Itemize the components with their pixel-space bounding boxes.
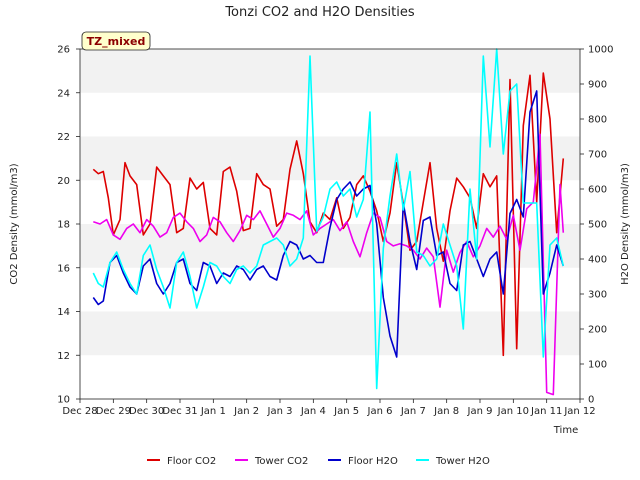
y-right-tick-label: 900	[588, 80, 607, 91]
y-left-tick-label: 14	[57, 307, 70, 318]
series-line-floor-co2	[92, 72, 565, 357]
x-tick-label: Jan 7	[400, 406, 426, 417]
y-right-tick-label: 300	[588, 290, 607, 301]
grid-band	[80, 136, 580, 181]
y-right-tick-label: 400	[588, 255, 607, 266]
y-left-tick-label: 10	[57, 395, 70, 406]
y-axis-left: 10 12 14 16 18 20 22 24 26	[57, 45, 80, 406]
legend: Floor CO2 Tower CO2 Floor H2O Tower H2O	[147, 456, 490, 467]
x-tick-label: Jan 5	[333, 406, 359, 417]
x-tick-label: Jan 11	[530, 406, 562, 417]
annotation-box: TZ_mixed	[81, 31, 151, 51]
x-tick-label: Jan 12	[563, 406, 595, 417]
x-axis-label: Time	[553, 425, 578, 436]
grid-bands	[80, 49, 580, 399]
y-right-tick-label: 700	[588, 150, 607, 161]
x-tick-label: Jan 2	[233, 406, 259, 417]
y-right-tick-label: 100	[588, 360, 607, 371]
y-right-tick-label: 0	[588, 395, 594, 406]
chart-title: Tonzi CO2 and H2O Densities	[224, 5, 415, 20]
legend-label: Tower H2O	[435, 456, 490, 467]
series-line-floor-h2o	[92, 90, 565, 358]
annotation-label: TZ_mixed	[87, 35, 146, 48]
y-left-tick-label: 26	[57, 45, 70, 56]
legend-label: Tower CO2	[254, 456, 308, 467]
x-tick-label: Jan 4	[300, 406, 326, 417]
grid-band	[80, 355, 580, 399]
legend-label: Floor CO2	[167, 456, 216, 467]
y-left-tick-label: 18	[57, 220, 70, 231]
series-layer	[92, 48, 565, 396]
y-left-tick-label: 12	[57, 351, 70, 362]
x-tick-label: Jan 1	[200, 406, 226, 417]
y-axis-right-label: H2O Density (mmol/m3)	[620, 163, 631, 285]
y-right-tick-label: 500	[588, 220, 607, 231]
x-tick-label: Jan 8	[433, 406, 459, 417]
y-right-tick-label: 1000	[588, 45, 613, 56]
series-line-tower-h2o	[92, 48, 565, 390]
y-left-tick-label: 22	[57, 132, 70, 143]
grid-band	[80, 49, 580, 93]
x-tick-label: Jan 3	[267, 406, 293, 417]
y-right-tick-label: 800	[588, 115, 607, 126]
x-tick-label: Dec 28	[62, 406, 97, 417]
x-tick-label: Dec 29	[96, 406, 131, 417]
legend-label: Floor H2O	[348, 456, 398, 467]
y-left-tick-label: 20	[57, 176, 70, 187]
x-tick-label: Jan 6	[367, 406, 393, 417]
y-axis-left-label: CO2 Density (mmol/m3)	[9, 163, 20, 284]
y-right-tick-label: 200	[588, 325, 607, 336]
y-left-tick-label: 24	[57, 88, 70, 99]
series-line-tower-co2	[93, 133, 565, 396]
grid-band	[80, 311, 580, 356]
y-right-tick-label: 600	[588, 185, 607, 196]
x-tick-label: Dec 30	[129, 406, 164, 417]
grid-band	[80, 92, 580, 137]
x-tick-label: Dec 31	[162, 406, 197, 417]
x-tick-label: Jan 9	[467, 406, 493, 417]
x-tick-label: Jan 10	[497, 406, 529, 417]
y-axis-right: 0 100 200 300 400 500 600 700 800 900 1000	[580, 45, 613, 406]
y-left-tick-label: 16	[57, 263, 70, 274]
